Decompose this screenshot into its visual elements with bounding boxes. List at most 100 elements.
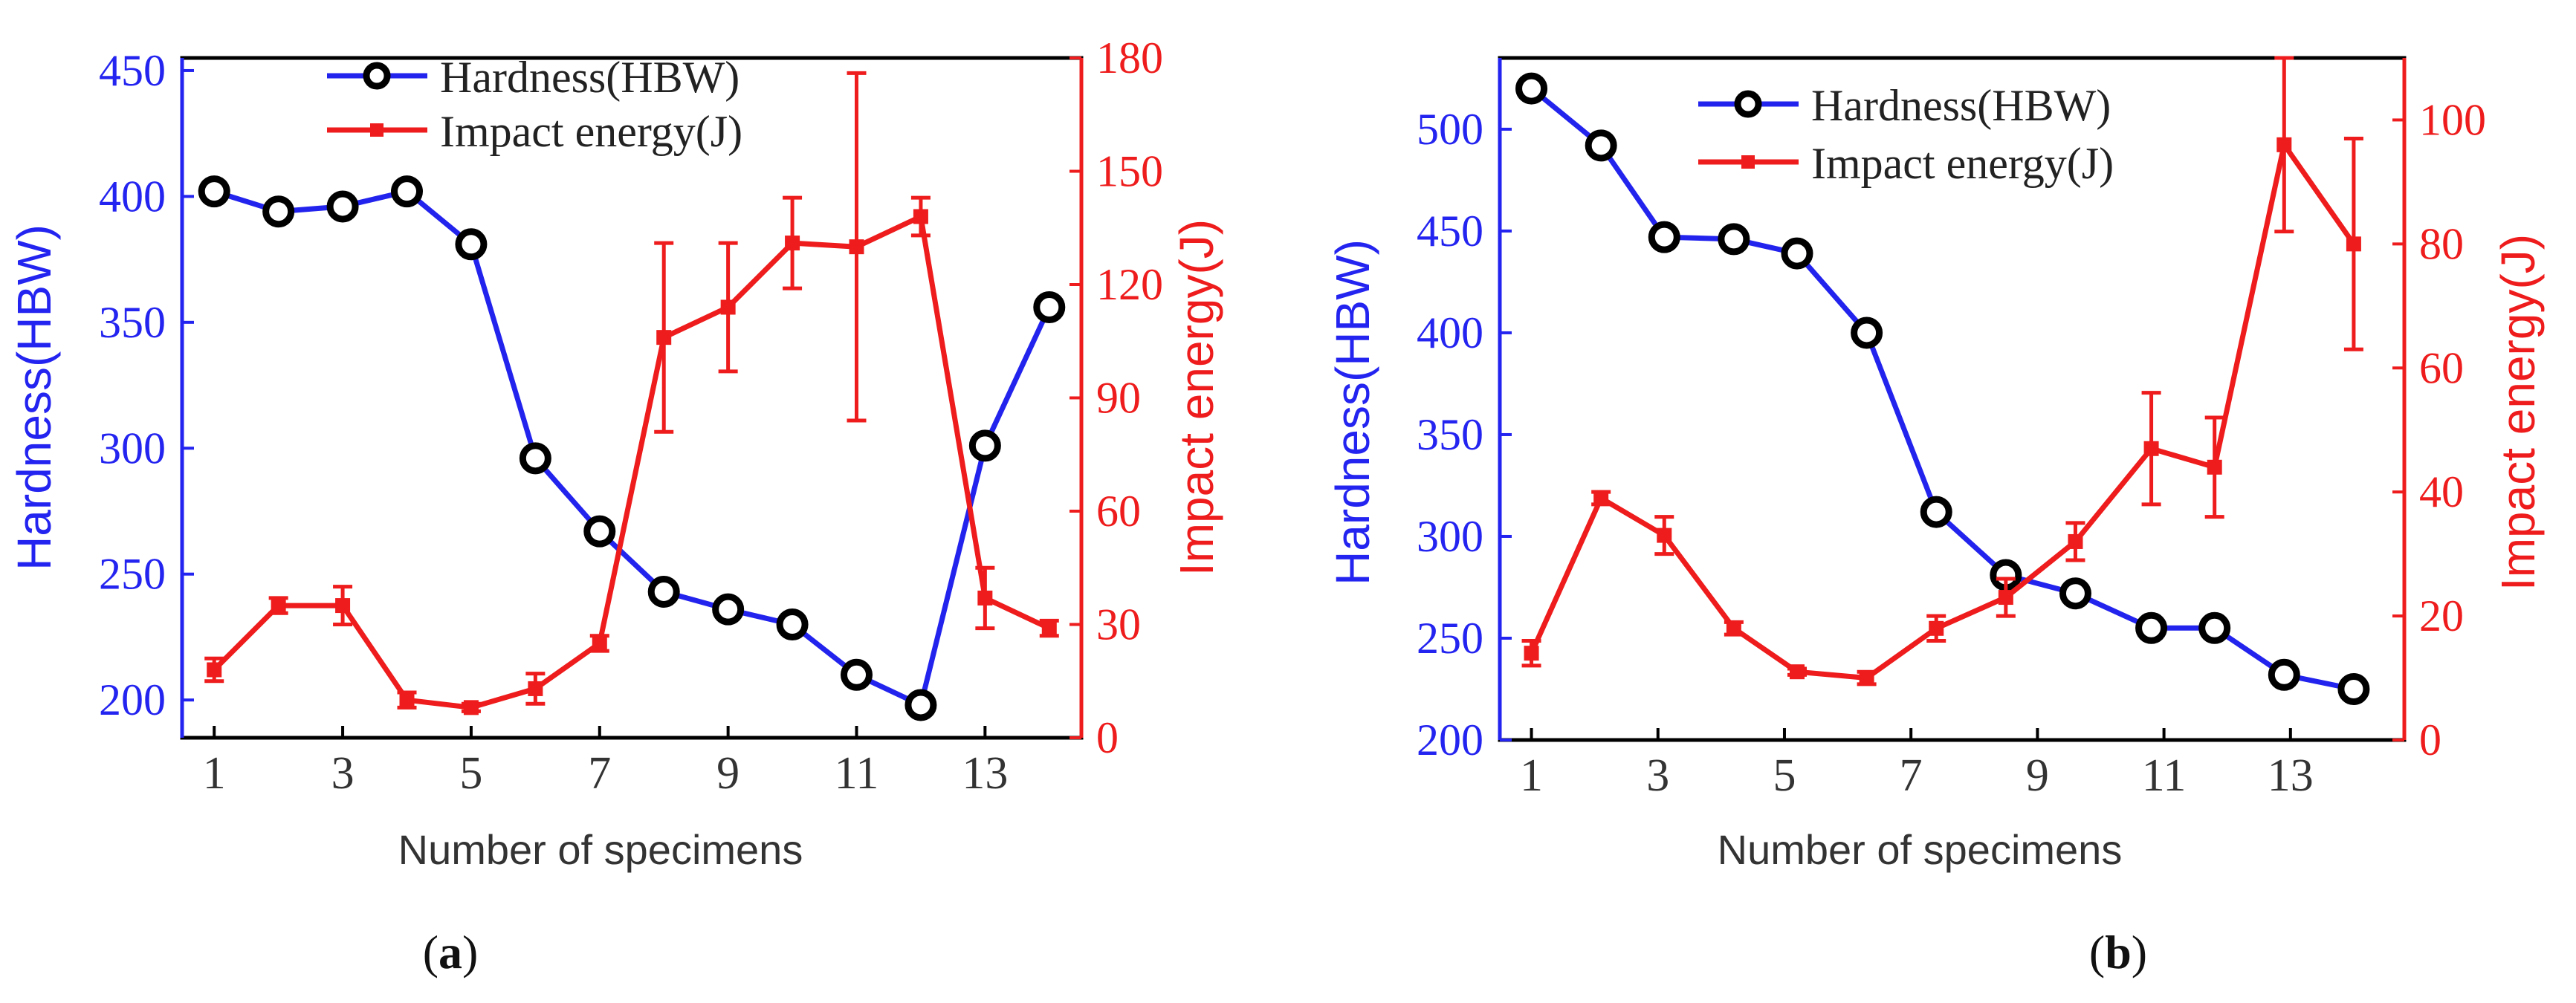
y-axis-label-right: Impact energy(J): [2491, 234, 2545, 591]
y-tick-label-left: 500: [1417, 105, 1483, 154]
data-point-hardness: [647, 575, 680, 608]
data-point-impact-energy: [2276, 137, 2292, 152]
data-point-hardness: [904, 689, 937, 721]
y-tick-label-left: 350: [99, 298, 166, 347]
data-point-impact-energy: [335, 598, 351, 614]
data-point-impact-energy: [1859, 670, 1874, 686]
data-point-hardness: [968, 429, 1001, 462]
legend-label-hardness: Hardness(HBW): [440, 53, 740, 102]
y-tick-label-left: 400: [1417, 308, 1483, 357]
data-point-hardness: [2135, 611, 2168, 644]
data-point-hardness: [1781, 237, 1813, 270]
y-tick-label-left: 450: [99, 46, 166, 95]
data-point-hardness: [2268, 658, 2300, 691]
x-tick-label: 13: [962, 748, 1008, 799]
data-point-impact-energy: [1524, 646, 1539, 661]
data-point-hardness: [2198, 611, 2231, 644]
x-tick-label: 9: [2026, 750, 2049, 801]
y-tick-label-left: 250: [99, 550, 166, 599]
series-line-hardness: [213, 189, 1052, 708]
data-point-impact-energy: [785, 236, 800, 251]
data-point-hardness: [776, 608, 809, 640]
y-tick-label-right: 0: [1096, 713, 1119, 762]
data-point-hardness: [1033, 291, 1066, 323]
x-tick-label: 11: [2142, 750, 2187, 801]
y-tick-label-right: 60: [1096, 487, 1141, 536]
panel-letter-b: b: [2105, 926, 2132, 978]
legend-marker-impact: [370, 123, 384, 137]
data-point-impact-energy: [528, 681, 543, 696]
data-point-hardness: [2059, 577, 2091, 610]
data-point-hardness: [1515, 72, 1548, 105]
data-point-impact-energy: [1929, 620, 1944, 636]
legend-label-hardness: Hardness(HBW): [1811, 81, 2111, 130]
legend-marker-hardness: [363, 62, 391, 90]
data-point-hardness: [391, 175, 423, 208]
data-point-impact-energy: [720, 299, 736, 315]
x-tick-label: 13: [2268, 750, 2314, 801]
y-tick-label-right: 90: [1096, 374, 1141, 423]
y-tick-label-right: 40: [2419, 467, 2464, 516]
y-tick-label-left: 250: [1417, 614, 1483, 663]
panel-a: 1 3 5 7 9 11 132002503003504004500306090120150…: [7, 33, 1223, 978]
y-tick-label-left: 400: [99, 172, 166, 221]
data-point-impact-energy: [656, 330, 672, 345]
data-point-impact-energy: [207, 662, 222, 678]
legend: Hardness(HBW) Impact energy(J): [1698, 81, 2114, 188]
x-tick-label: 7: [1900, 750, 1923, 801]
legend-marker-hardness: [1734, 90, 1762, 118]
panel-caption-b: (b): [2089, 926, 2147, 978]
y-tick-label-left: 200: [99, 675, 166, 724]
data-point-impact-energy: [2207, 459, 2222, 475]
x-tick-label: 7: [588, 748, 611, 799]
x-tick-label: 3: [1646, 750, 1669, 801]
panel-b: 1 3 5 7 9 11 132002503003504004505000204060801…: [1326, 56, 2545, 978]
data-point-hardness: [841, 658, 873, 691]
y-tick-label-right: 0: [2419, 715, 2441, 765]
data-point-impact-energy: [1657, 528, 1672, 543]
data-point-hardness: [262, 195, 295, 228]
y-tick-label-left: 300: [1417, 512, 1483, 561]
legend-label-impact: Impact energy(J): [440, 107, 742, 156]
y-tick-label-left: 300: [99, 423, 166, 473]
data-point-hardness: [326, 190, 359, 223]
x-tick-label: 1: [1520, 750, 1543, 801]
data-point-hardness: [1718, 223, 1750, 256]
x-tick-label: 3: [331, 748, 355, 799]
y-tick-label-right: 60: [2419, 343, 2464, 392]
y-axis-label-left: Hardness(HBW): [1326, 239, 1379, 585]
legend-marker-impact: [1741, 155, 1755, 169]
data-point-hardness: [1851, 317, 1883, 349]
y-axis-label-left: Hardness(HBW): [7, 224, 61, 571]
data-point-hardness: [519, 442, 551, 475]
y-tick-label-left: 450: [1417, 207, 1483, 256]
y-tick-label-right: 80: [2419, 219, 2464, 268]
y-tick-label-right: 20: [2419, 591, 2464, 640]
panel-caption-a: (a): [423, 926, 479, 978]
x-tick-label: 5: [459, 748, 482, 799]
data-point-impact-energy: [1789, 664, 1805, 680]
x-tick-label: 11: [835, 748, 879, 799]
legend: Hardness(HBW) Impact energy(J): [327, 53, 742, 156]
panel-letter-a: a: [438, 926, 462, 978]
data-point-impact-energy: [1726, 620, 1741, 636]
x-tick-label: 9: [716, 748, 740, 799]
data-point-impact-energy: [399, 692, 415, 708]
data-point-hardness: [1920, 496, 1952, 528]
data-point-impact-energy: [592, 635, 607, 651]
data-point-hardness: [2337, 672, 2370, 705]
data-point-impact-energy: [849, 239, 864, 255]
y-axis-label-right: Impact energy(J): [1170, 219, 1223, 576]
data-point-impact-energy: [1998, 590, 2013, 606]
data-point-impact-energy: [271, 598, 286, 614]
data-point-impact-energy: [463, 700, 479, 715]
y-tick-label-right: 30: [1096, 600, 1141, 649]
data-point-hardness: [1648, 221, 1680, 253]
data-point-impact-energy: [1593, 490, 1609, 506]
y-tick-label-right: 150: [1096, 147, 1163, 196]
x-tick-label: 1: [203, 748, 226, 799]
x-axis-label: Number of specimens: [1718, 826, 2123, 873]
x-axis-label: Number of specimens: [398, 826, 803, 873]
data-point-hardness: [712, 593, 745, 626]
data-point-hardness: [455, 228, 488, 261]
